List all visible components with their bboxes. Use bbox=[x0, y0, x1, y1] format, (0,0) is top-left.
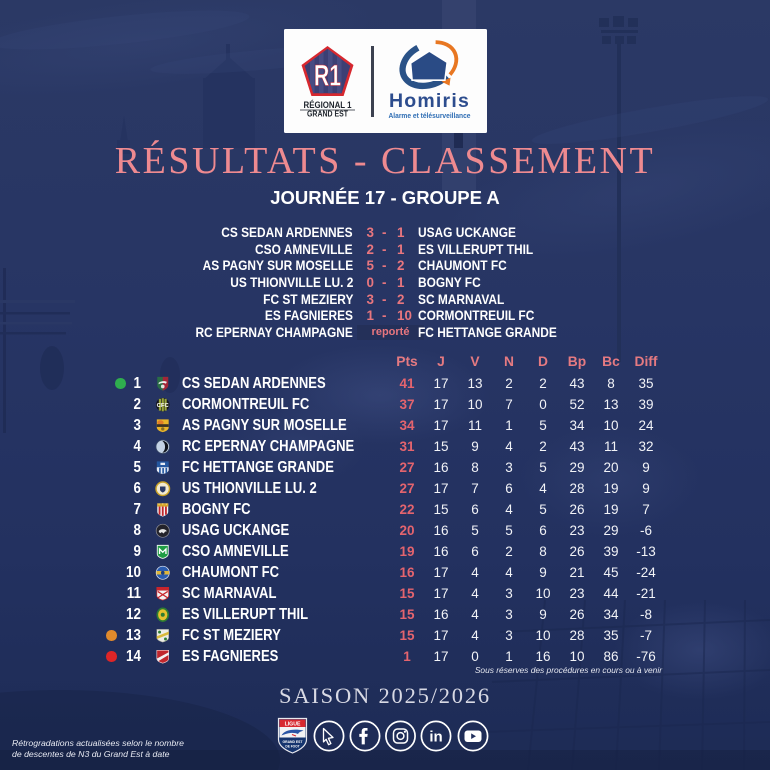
svg-text:DE FOOT: DE FOOT bbox=[285, 745, 299, 749]
svg-text:Alarme et télésurveillance: Alarme et télésurveillance bbox=[389, 111, 471, 120]
svg-text:GRAND EST: GRAND EST bbox=[283, 740, 304, 744]
svg-text:in: in bbox=[429, 729, 442, 746]
svg-text:LIGUE: LIGUE bbox=[285, 722, 301, 728]
svg-text:Homiris: Homiris bbox=[389, 90, 470, 112]
svg-text:R1: R1 bbox=[314, 60, 341, 93]
svg-text:GRAND EST: GRAND EST bbox=[307, 109, 348, 119]
svg-text:CFC: CFC bbox=[157, 403, 170, 409]
svg-text:RÉGIONAL 1: RÉGIONAL 1 bbox=[304, 100, 352, 110]
